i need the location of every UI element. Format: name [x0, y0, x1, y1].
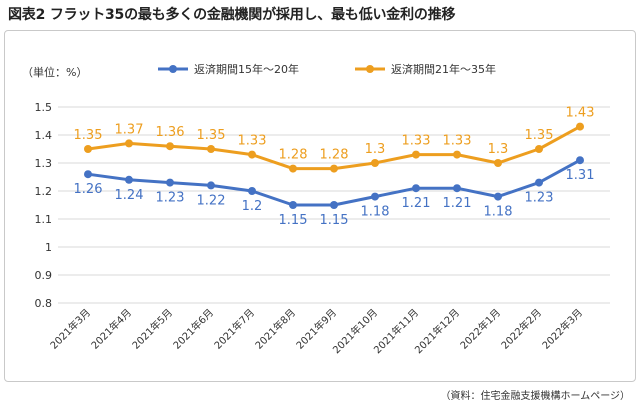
data-label: 1.21: [443, 196, 472, 211]
data-point: [289, 164, 297, 173]
x-tick-label: 2021年4月: [88, 306, 134, 352]
data-point: [125, 175, 133, 184]
y-tick-label: 1.4: [35, 129, 53, 142]
data-label: 1.28: [279, 148, 308, 163]
data-label: 1.2: [242, 199, 263, 214]
data-point: [84, 170, 92, 179]
data-label: 1.35: [197, 128, 226, 143]
x-tick-label: 2021年7月: [211, 306, 257, 352]
data-label: 1.31: [566, 168, 595, 183]
data-point: [289, 201, 297, 209]
data-label: 1.33: [402, 134, 431, 149]
y-tick-label: 1.1: [35, 213, 53, 226]
data-point: [453, 184, 461, 193]
y-tick-label: 0.8: [35, 297, 53, 310]
data-point: [535, 145, 543, 153]
data-point: [207, 181, 215, 190]
x-tick-label: 2021年5月: [129, 306, 175, 352]
legend-marker: [366, 65, 374, 73]
y-tick-label: 1: [45, 241, 52, 254]
y-tick-label: 1.5: [35, 101, 53, 114]
data-label: 1.18: [484, 205, 513, 220]
data-label: 1.33: [443, 134, 472, 149]
legend-marker: [169, 65, 177, 73]
data-point: [84, 145, 92, 153]
data-label: 1.3: [488, 142, 509, 157]
source-note: （資料：住宅金融支援機構ホームページ）: [440, 391, 631, 402]
data-point: [412, 184, 420, 193]
x-tick-label: 2022年1月: [457, 306, 503, 352]
data-point: [330, 201, 338, 209]
data-point: [248, 150, 256, 159]
data-point: [166, 178, 174, 187]
x-tick-label: 2022年2月: [498, 306, 544, 352]
data-label: 1.35: [74, 128, 103, 143]
data-point: [207, 145, 215, 153]
data-label: 1.24: [115, 188, 144, 203]
data-point: [576, 156, 584, 165]
x-tick-label: 2021年8月: [252, 306, 298, 352]
legend-label: 返済期間15年～20年: [194, 62, 299, 76]
data-label: 1.21: [402, 196, 431, 211]
data-label: 1.22: [197, 193, 226, 208]
y-tick-label: 1.3: [35, 157, 53, 170]
data-point: [576, 122, 584, 131]
x-tick-label: 2022年3月: [539, 306, 585, 352]
data-label: 1.33: [238, 134, 267, 149]
x-tick-label: 2021年6月: [170, 306, 216, 352]
data-label: 1.36: [156, 125, 185, 140]
data-label: 1.28: [320, 148, 349, 163]
data-label: 1.35: [525, 128, 554, 143]
data-point: [248, 187, 256, 195]
data-point: [494, 192, 502, 201]
legend-label: 返済期間21年～35年: [391, 62, 496, 76]
chart-title: 図表2 フラット35の最も多くの金融機関が採用し、最も低い金利の推移: [8, 7, 456, 23]
data-label: 1.26: [74, 182, 103, 197]
data-point: [371, 192, 379, 201]
data-label: 1.23: [525, 191, 554, 206]
data-point: [412, 150, 420, 159]
x-tick-label: 2021年3月: [47, 306, 93, 352]
data-label: 1.37: [115, 122, 144, 137]
data-label: 1.18: [361, 205, 390, 220]
y-tick-label: 1.2: [35, 185, 53, 198]
data-label: 1.23: [156, 191, 185, 206]
data-label: 1.15: [320, 213, 349, 228]
x-tick-label: 2021年9月: [293, 306, 339, 352]
data-point: [535, 178, 543, 187]
data-point: [494, 159, 502, 167]
data-label: 1.3: [365, 142, 386, 157]
unit-label: （単位：%）: [22, 65, 87, 79]
data-label: 1.43: [566, 106, 595, 121]
data-point: [330, 164, 338, 173]
data-label: 1.15: [279, 213, 308, 228]
data-point: [453, 150, 461, 159]
data-point: [125, 139, 133, 148]
data-point: [166, 142, 174, 151]
data-point: [371, 159, 379, 167]
y-tick-label: 0.9: [35, 269, 53, 282]
